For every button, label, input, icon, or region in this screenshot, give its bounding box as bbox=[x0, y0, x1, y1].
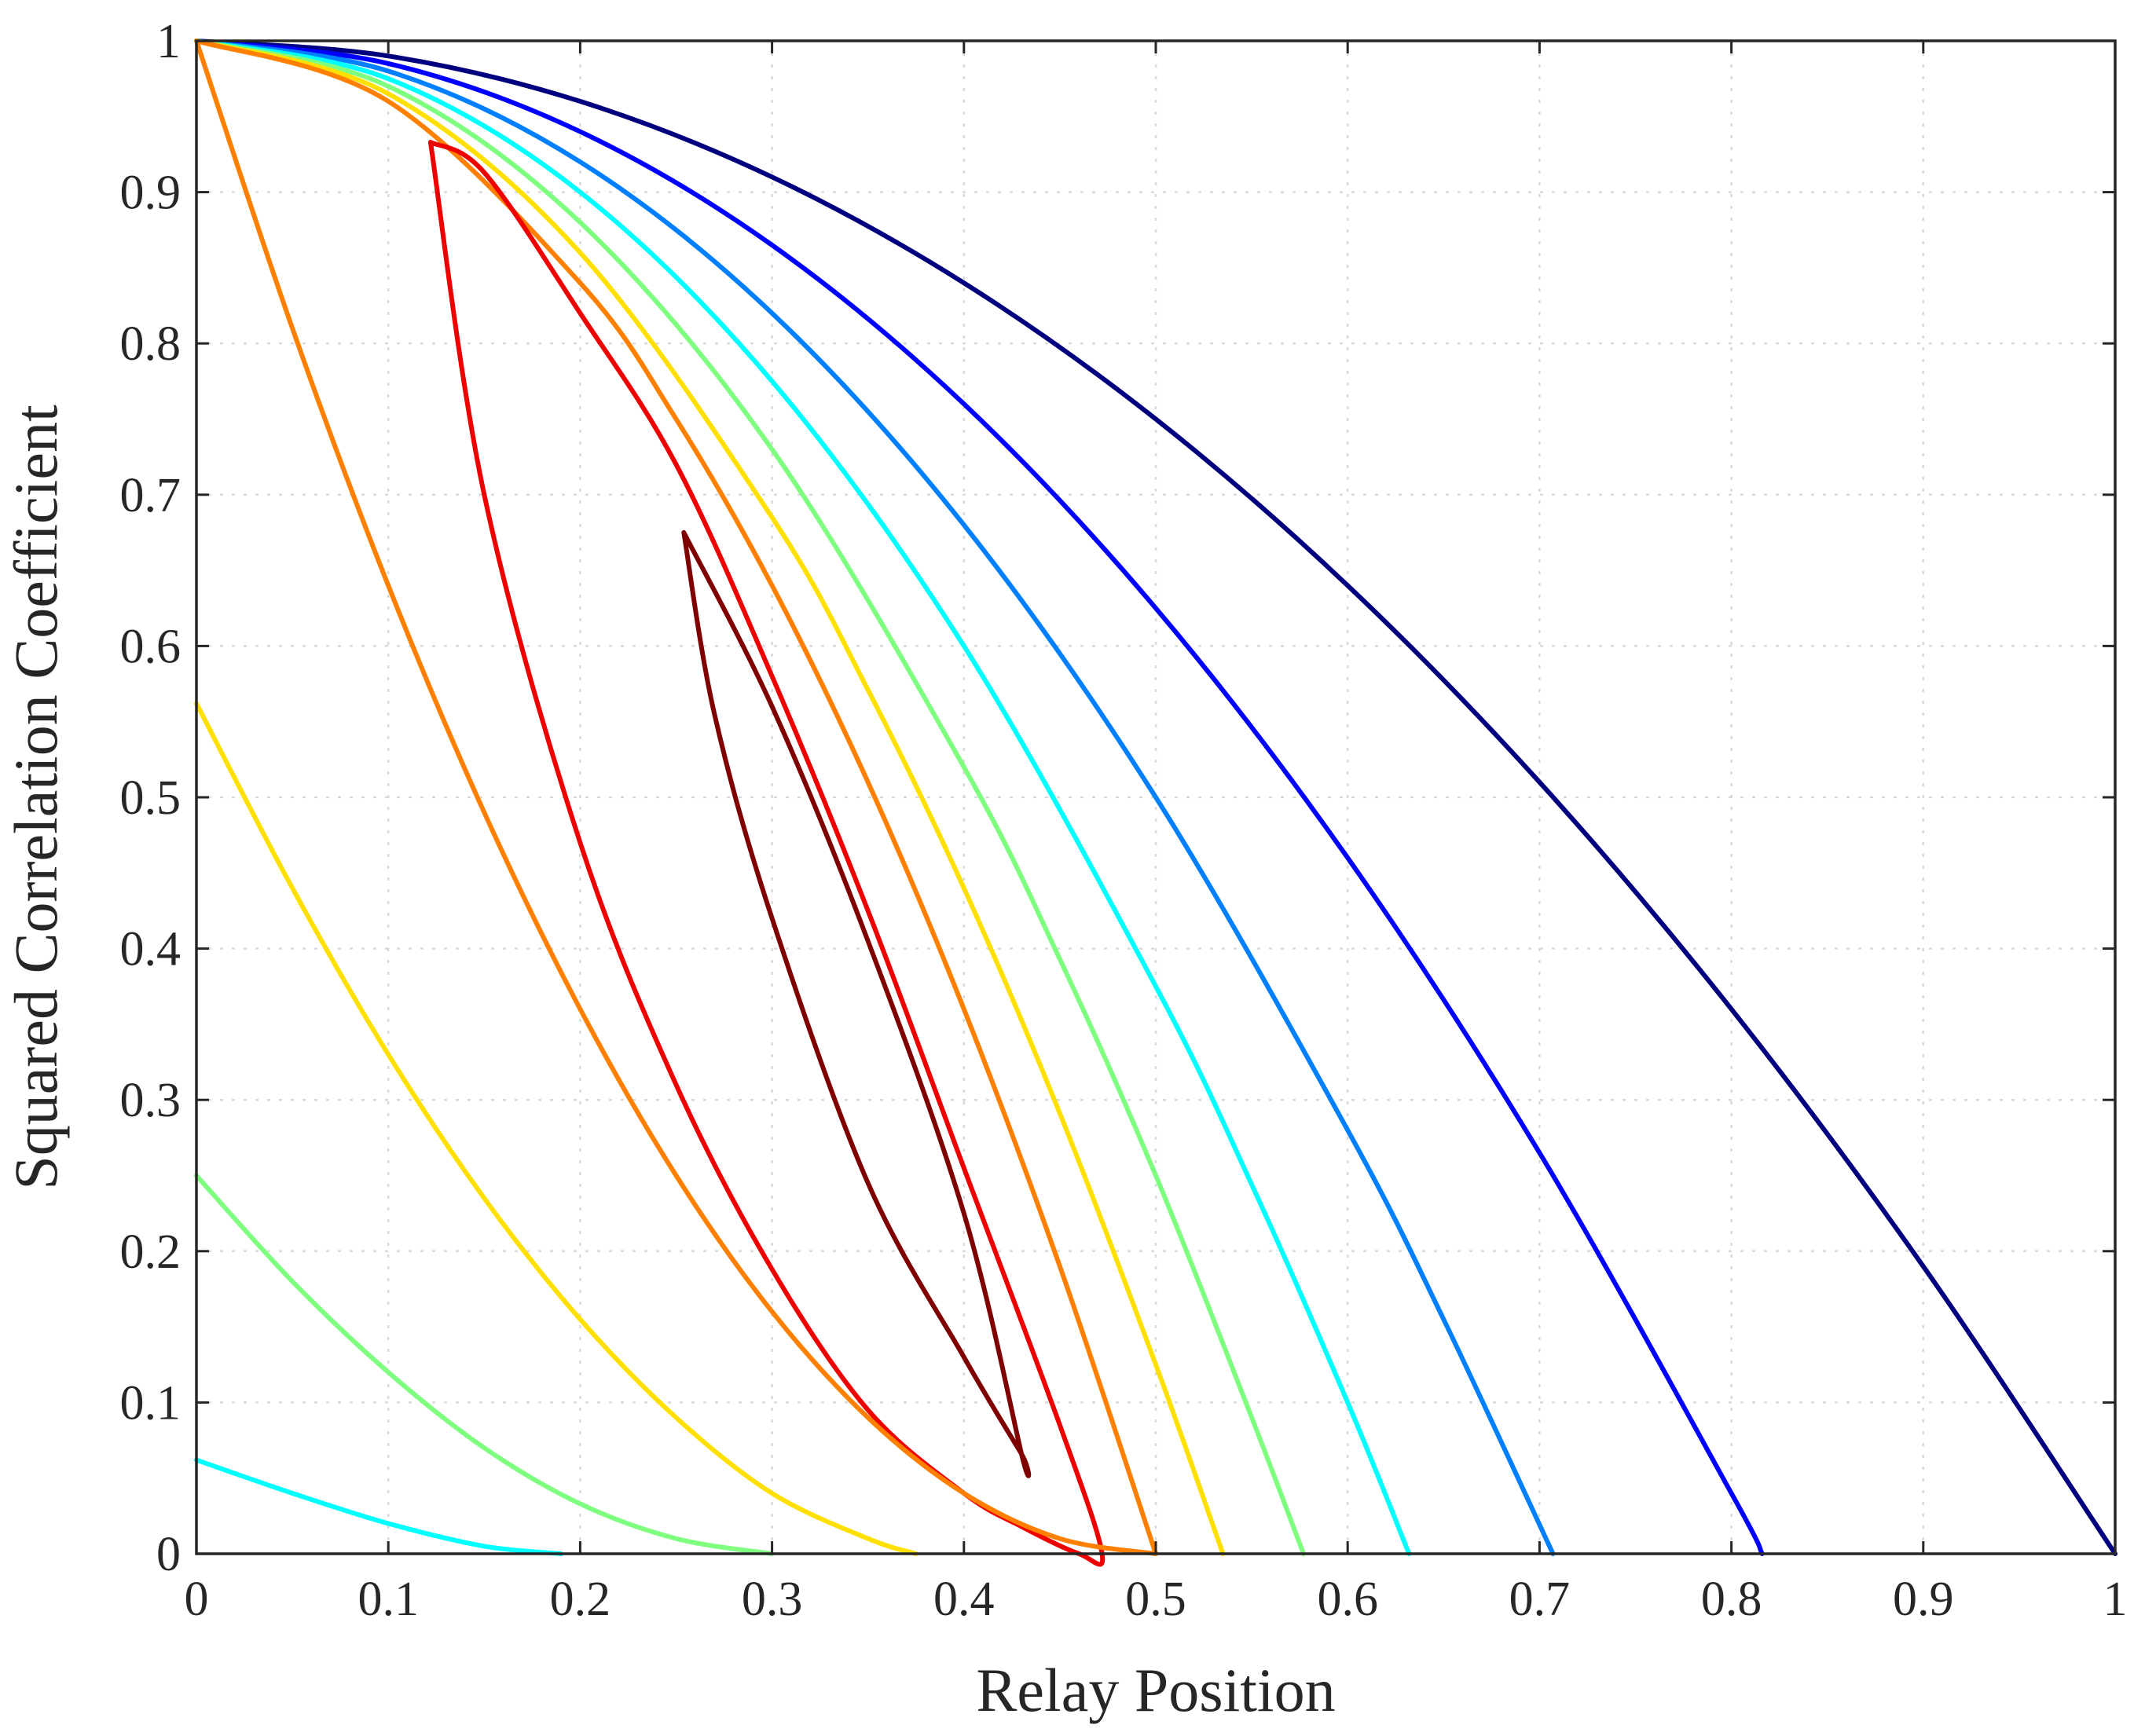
x-tick-label: 0.9 bbox=[1893, 1573, 1954, 1626]
y-axis-label: Squared Correlation Coefficient bbox=[2, 405, 70, 1190]
y-tick-label: 1 bbox=[156, 15, 181, 68]
series-curve-red-loop bbox=[427, 140, 1106, 1567]
y-tick-label: 0.6 bbox=[120, 620, 182, 673]
series-group bbox=[194, 38, 2118, 1567]
y-tick-label: 0.2 bbox=[120, 1225, 182, 1279]
series-curve-darkred-loop bbox=[681, 529, 1032, 1478]
x-tick-label: 0 bbox=[185, 1573, 209, 1626]
y-tick-label: 0.5 bbox=[120, 771, 182, 825]
y-tick-label: 0.9 bbox=[120, 167, 182, 220]
x-tick-label: 0.1 bbox=[358, 1573, 419, 1626]
x-tick-label: 1 bbox=[2103, 1573, 2128, 1626]
x-axis-label: Relay Position bbox=[976, 1656, 1335, 1724]
series-curve-blue bbox=[194, 38, 1765, 1556]
y-tick-label: 0.4 bbox=[120, 923, 182, 976]
axis-ticks: 0 0.1 0.2 0.3 0.4 0.5 0.6 0.7 0.8 0.9 1 0 0.1 0.2 0.3 0… bbox=[120, 15, 2128, 1626]
series-curve-cyan-low bbox=[194, 1457, 563, 1556]
x-tick-label: 0.6 bbox=[1317, 1573, 1378, 1626]
series-curve-orange-low bbox=[194, 38, 1158, 1556]
x-tick-label: 0.5 bbox=[1125, 1573, 1186, 1626]
series-curve-yellow-main bbox=[194, 38, 1226, 1556]
y-tick-label: 0.3 bbox=[120, 1074, 182, 1127]
series-curve-navy bbox=[194, 38, 2118, 1556]
series-curve-azure bbox=[194, 38, 1556, 1556]
x-tick-label: 0.4 bbox=[933, 1573, 995, 1626]
x-tick-label: 0.8 bbox=[1701, 1573, 1762, 1626]
series-curve-green-low bbox=[194, 1173, 775, 1556]
y-tick-label: 0.8 bbox=[120, 317, 182, 371]
x-tick-label: 0.7 bbox=[1509, 1573, 1571, 1626]
y-tick-label: 0 bbox=[156, 1528, 181, 1581]
grid bbox=[196, 41, 2115, 1554]
x-tick-label: 0.3 bbox=[742, 1573, 803, 1626]
x-tick-label: 0.2 bbox=[550, 1573, 611, 1626]
series-curve-green-main bbox=[194, 38, 1306, 1556]
y-tick-label: 0.1 bbox=[120, 1376, 182, 1430]
y-tick-label: 0.7 bbox=[120, 469, 182, 522]
series-curve-yellow-low bbox=[194, 701, 918, 1556]
series-curve-orange-main bbox=[194, 38, 1158, 1556]
series-curve-cyan-main bbox=[194, 38, 1412, 1556]
